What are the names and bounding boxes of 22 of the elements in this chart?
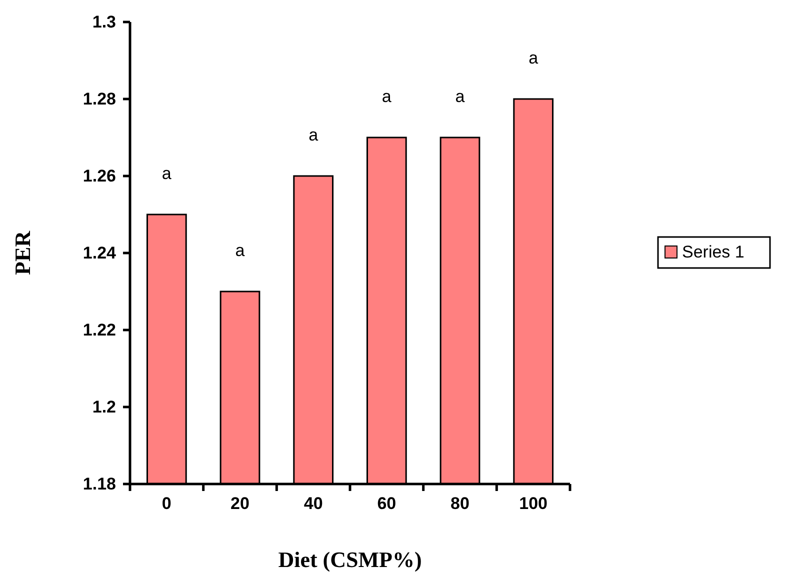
y-tick-label: 1.3: [92, 12, 116, 32]
x-tick-label: 40: [304, 494, 323, 514]
y-tick-label: 1.24: [82, 243, 117, 262]
legend-label: Series 1: [682, 242, 744, 262]
x-tick-label: 100: [519, 494, 548, 514]
x-axis-title: Diet (CSMP%): [278, 547, 422, 572]
annotation: a: [455, 86, 466, 106]
annotation: a: [308, 125, 319, 144]
x-tick-label: 80: [450, 494, 470, 514]
y-axis-title: PER: [10, 230, 35, 275]
x-tick-label: 60: [377, 494, 396, 514]
y-tick-label: 1.18: [82, 474, 116, 494]
y-tick-label: 1.26: [82, 166, 116, 186]
annotation: a: [235, 240, 246, 260]
annotation: a: [162, 164, 172, 183]
x-tick-label: 0: [162, 494, 172, 514]
y-tick-label: 1.28: [82, 89, 116, 108]
y-tick-label: 1.22: [82, 320, 116, 340]
x-tick-label: 20: [230, 494, 250, 514]
annotation: a: [528, 48, 539, 68]
y-tick-label: 1.2: [92, 397, 116, 416]
annotation: a: [382, 86, 392, 106]
